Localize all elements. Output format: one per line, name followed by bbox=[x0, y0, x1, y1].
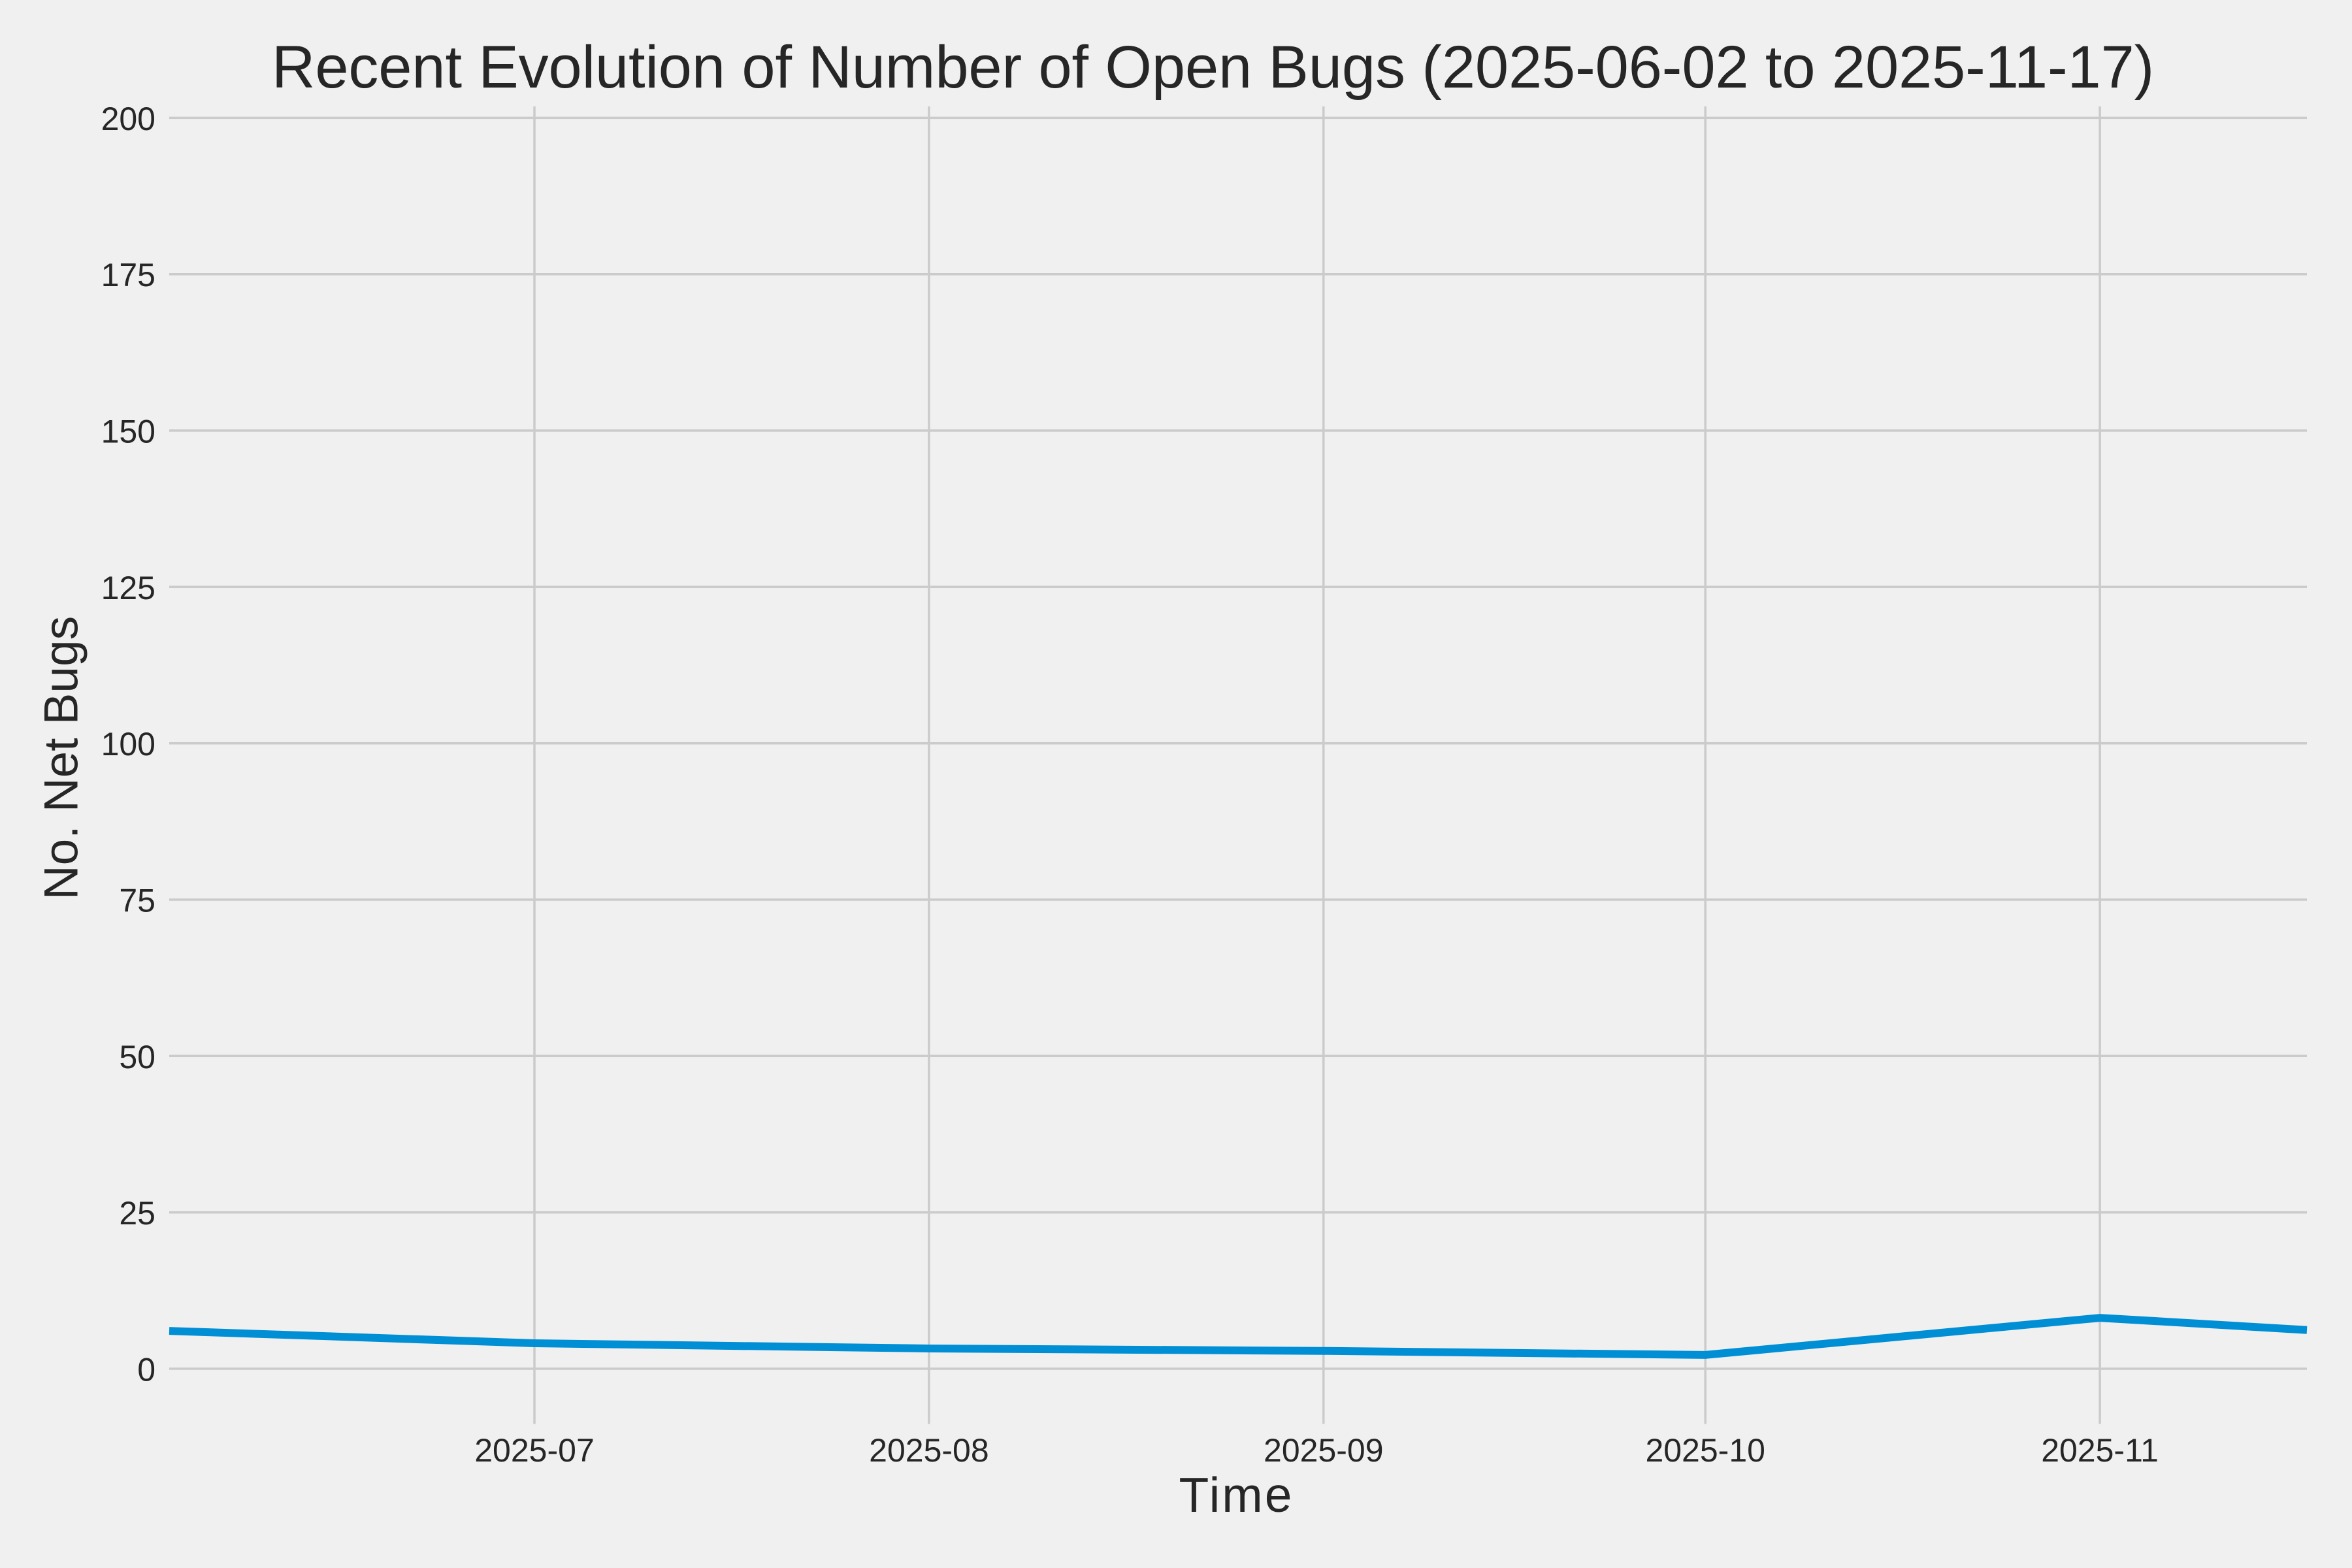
svg-text:175: 175 bbox=[101, 257, 155, 293]
svg-text:2025-08: 2025-08 bbox=[869, 1432, 989, 1469]
svg-text:50: 50 bbox=[119, 1039, 155, 1075]
svg-text:2025-10: 2025-10 bbox=[1645, 1432, 1765, 1469]
svg-text:150: 150 bbox=[101, 414, 155, 450]
svg-text:No. Net Bugs: No. Net Bugs bbox=[35, 616, 88, 900]
svg-text:Recent Evolution of Number of: Recent Evolution of Number of Open Bugs … bbox=[272, 34, 2154, 101]
svg-text:2025-09: 2025-09 bbox=[1264, 1432, 1384, 1469]
svg-text:0: 0 bbox=[137, 1352, 155, 1388]
svg-text:2025-11: 2025-11 bbox=[2041, 1432, 2159, 1469]
svg-text:200: 200 bbox=[101, 101, 155, 137]
svg-text:125: 125 bbox=[101, 570, 155, 606]
svg-text:100: 100 bbox=[101, 726, 155, 762]
svg-text:75: 75 bbox=[119, 883, 155, 919]
svg-text:25: 25 bbox=[119, 1195, 155, 1232]
svg-text:2025-07: 2025-07 bbox=[474, 1432, 595, 1469]
svg-text:Time: Time bbox=[1179, 1467, 1294, 1522]
